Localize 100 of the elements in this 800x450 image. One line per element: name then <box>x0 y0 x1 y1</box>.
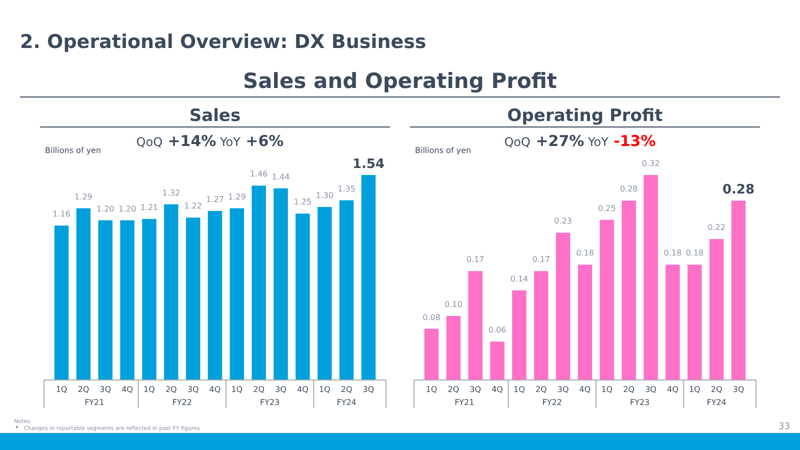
text: 33 <box>778 422 790 432</box>
data-label: 1.44 <box>272 172 290 182</box>
x-tick-label: 2Q <box>448 385 460 394</box>
data-label: 1.29 <box>228 192 246 202</box>
bar <box>361 175 376 380</box>
bar <box>252 186 266 380</box>
x-tick-label: 2Q <box>710 385 722 394</box>
data-label: 0.06 <box>488 326 506 335</box>
data-label: 1.20 <box>118 204 136 214</box>
bar <box>578 264 592 380</box>
chart-subtitle: QoQ +27% YoY -13% <box>504 132 656 150</box>
bar <box>468 271 482 380</box>
x-tick-label: 3Q <box>100 385 112 394</box>
data-label: 1.32 <box>162 188 180 198</box>
data-label: 1.21 <box>140 202 158 212</box>
bar <box>688 264 702 380</box>
text: Sales and Operating Profit <box>243 69 557 93</box>
bar <box>98 220 112 380</box>
bar <box>446 316 461 380</box>
data-label: 0.25 <box>598 204 616 213</box>
data-label: 0.18 <box>686 248 704 258</box>
x-tick-label: 4Q <box>297 385 308 394</box>
bar <box>142 218 156 380</box>
bar <box>296 214 310 380</box>
bar <box>556 232 570 380</box>
chart-title: Sales <box>189 106 241 126</box>
bar <box>274 188 288 380</box>
x-tick-label: 1Q <box>601 385 613 394</box>
bar <box>731 200 746 380</box>
x-tick-label: 1Q <box>144 385 155 394</box>
x-tick-label: 1Q <box>426 385 438 394</box>
data-label: 0.28 <box>620 184 638 194</box>
bar <box>512 290 526 380</box>
data-label: 1.46 <box>250 170 268 179</box>
x-tick-label: 4Q <box>122 385 133 394</box>
chart-title: Operating Profit <box>507 106 663 126</box>
bar <box>318 206 332 380</box>
data-label: 1.25 <box>294 198 312 207</box>
bar <box>164 204 178 380</box>
data-label: 0.22 <box>708 223 726 232</box>
x-tick-label: 4Q <box>667 385 678 394</box>
bar <box>490 342 504 380</box>
bar <box>208 210 222 380</box>
bar <box>709 239 724 380</box>
bar <box>424 328 439 380</box>
x-tick-label: 3Q <box>732 385 744 394</box>
x-tick-label: 2Q <box>165 385 177 394</box>
text: FY24 <box>336 398 356 407</box>
x-tick-label: 2Q <box>535 385 547 394</box>
x-tick-label: 1Q <box>231 385 243 394</box>
data-label: 0.32 <box>642 159 660 168</box>
data-label: 0.14 <box>510 274 528 284</box>
data-label: 1.20 <box>96 204 114 214</box>
x-tick-label: 3Q <box>557 385 569 394</box>
x-tick-label: 3Q <box>645 385 656 394</box>
bar <box>644 175 658 380</box>
x-tick-label: 1Q <box>318 385 330 394</box>
x-tick-label: 3Q <box>362 385 374 394</box>
bar <box>186 218 200 380</box>
data-label: 1.22 <box>184 202 202 211</box>
data-label: 0.08 <box>422 312 440 322</box>
x-tick-label: 2Q <box>623 385 635 394</box>
x-tick-label: 1Q <box>56 385 68 394</box>
data-label: 1.54 <box>352 157 385 172</box>
x-tick-label: 1Q <box>688 385 700 394</box>
bar <box>339 200 354 380</box>
bar <box>600 220 614 380</box>
text: FY22 <box>172 398 192 407</box>
data-label: 1.35 <box>338 184 356 194</box>
x-tick-label: 2Q <box>340 385 352 394</box>
x-tick-label: 4Q <box>492 385 503 394</box>
chart-subtitle: QoQ +14% YoY +6% <box>136 132 284 150</box>
y-axis-title: Billions of yen <box>45 146 102 155</box>
data-label: 0.17 <box>466 255 484 264</box>
data-label: 0.18 <box>664 248 682 258</box>
y-axis-title: Billions of yen <box>415 146 472 155</box>
data-label: 1.29 <box>74 192 92 202</box>
bar <box>666 264 680 380</box>
bar <box>54 226 69 380</box>
x-tick-label: 2Q <box>253 385 265 394</box>
x-tick-label: 3Q <box>187 385 199 394</box>
x-tick-label: 2Q <box>78 385 90 394</box>
text: 2. Operational Overview: DX Business <box>20 31 426 53</box>
data-label: 0.10 <box>444 300 462 309</box>
text: FY22 <box>542 398 562 407</box>
text: FY24 <box>706 398 726 407</box>
text: FY21 <box>454 398 474 407</box>
bar <box>622 200 636 380</box>
data-label: 0.23 <box>554 216 572 226</box>
bar <box>230 208 244 380</box>
x-tick-label: 3Q <box>275 385 286 394</box>
x-tick-label: 4Q <box>209 385 221 394</box>
data-label: 0.28 <box>722 182 755 198</box>
x-tick-label: 3Q <box>470 385 482 394</box>
bar <box>534 271 548 380</box>
x-tick-label: 4Q <box>579 385 591 394</box>
data-label: 0.17 <box>532 255 550 264</box>
text: FY23 <box>630 398 650 407</box>
bar <box>76 208 91 380</box>
text: FY23 <box>260 398 280 407</box>
